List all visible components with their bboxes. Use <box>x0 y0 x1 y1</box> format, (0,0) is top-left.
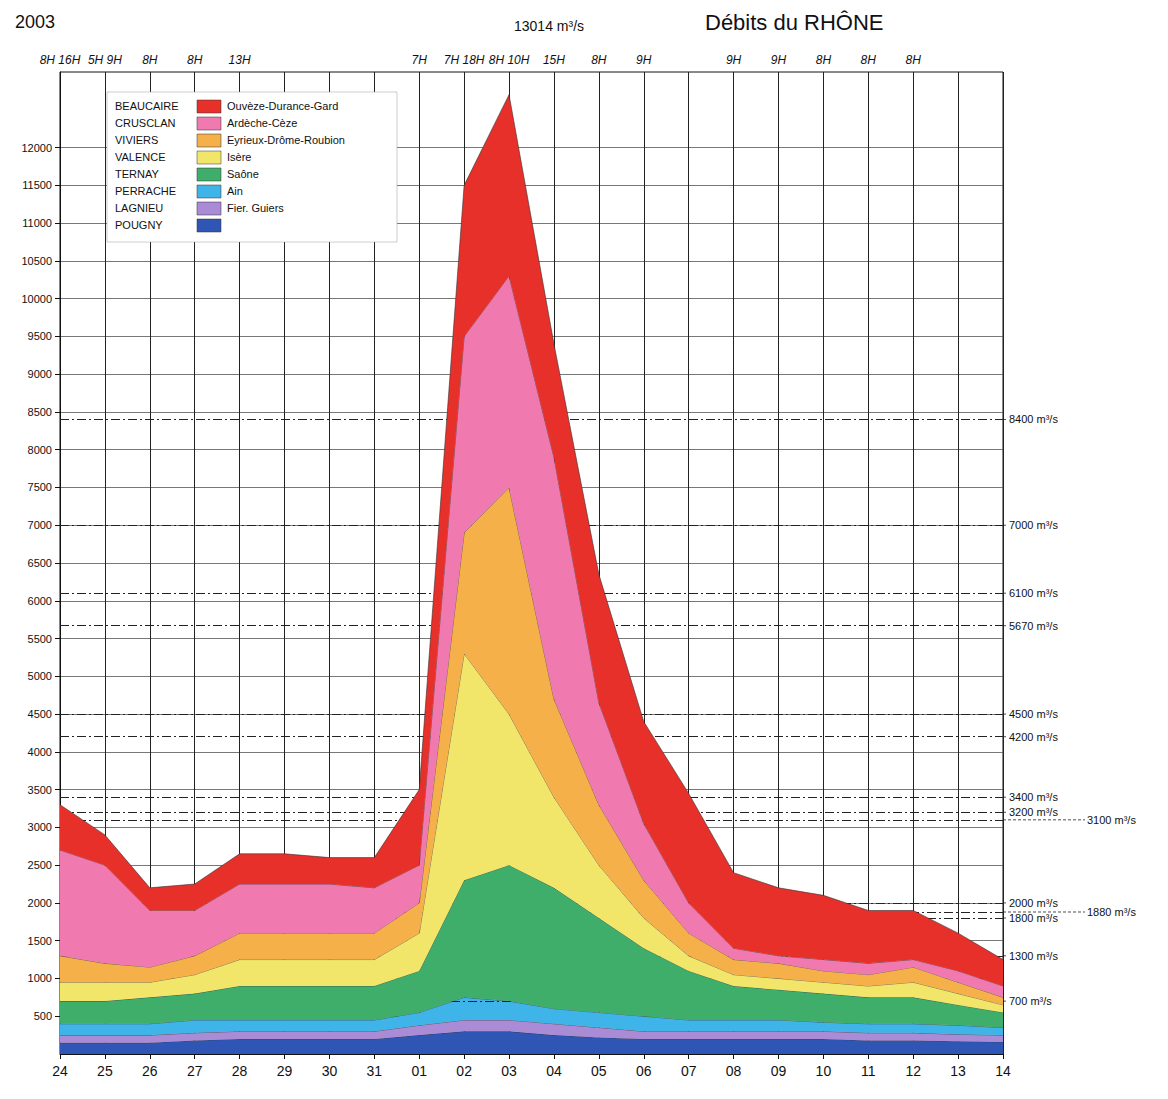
svg-text:24: 24 <box>52 1063 68 1079</box>
svg-text:2000 m³/s: 2000 m³/s <box>1009 897 1058 909</box>
svg-text:8H 16H: 8H 16H <box>40 53 81 67</box>
svg-text:29: 29 <box>277 1063 293 1079</box>
svg-text:9000: 9000 <box>28 368 52 380</box>
svg-text:15H: 15H <box>543 53 565 67</box>
svg-text:5670 m³/s: 5670 m³/s <box>1009 620 1058 632</box>
svg-text:3500: 3500 <box>28 784 52 796</box>
svg-text:11500: 11500 <box>22 179 52 191</box>
svg-text:8H: 8H <box>591 53 607 67</box>
svg-text:3100 m³/s: 3100 m³/s <box>1087 814 1136 826</box>
svg-text:Ouvèze-Durance-Gard: Ouvèze-Durance-Gard <box>227 100 338 112</box>
svg-text:5H 9H: 5H 9H <box>88 53 122 67</box>
svg-text:VALENCE: VALENCE <box>115 151 166 163</box>
svg-text:4000: 4000 <box>28 746 52 758</box>
svg-text:06: 06 <box>636 1063 652 1079</box>
svg-text:PERRACHE: PERRACHE <box>115 185 176 197</box>
svg-text:9500: 9500 <box>28 330 52 342</box>
svg-text:09: 09 <box>771 1063 787 1079</box>
svg-text:6000: 6000 <box>28 595 52 607</box>
svg-text:Ain: Ain <box>227 185 243 197</box>
svg-text:10000: 10000 <box>21 293 52 305</box>
svg-text:26: 26 <box>142 1063 158 1079</box>
svg-text:28: 28 <box>232 1063 248 1079</box>
svg-text:7H: 7H <box>412 53 428 67</box>
svg-text:8H: 8H <box>816 53 832 67</box>
svg-text:LAGNIEU: LAGNIEU <box>115 202 163 214</box>
svg-text:1880 m³/s: 1880 m³/s <box>1087 906 1136 918</box>
svg-text:2500: 2500 <box>28 859 52 871</box>
svg-text:POUGNY: POUGNY <box>115 219 163 231</box>
svg-text:1800 m³/s: 1800 m³/s <box>1009 912 1058 924</box>
svg-text:8000: 8000 <box>28 444 52 456</box>
svg-text:9H: 9H <box>771 53 787 67</box>
svg-text:Fier. Guiers: Fier. Guiers <box>227 202 284 214</box>
svg-text:8H: 8H <box>142 53 158 67</box>
svg-text:10500: 10500 <box>21 255 52 267</box>
svg-text:Eyrieux-Drôme-Roubion: Eyrieux-Drôme-Roubion <box>227 134 345 146</box>
svg-text:TERNAY: TERNAY <box>115 168 159 180</box>
svg-text:CRUSCLAN: CRUSCLAN <box>115 117 176 129</box>
svg-text:3400 m³/s: 3400 m³/s <box>1009 791 1058 803</box>
svg-text:03: 03 <box>501 1063 517 1079</box>
svg-text:10: 10 <box>816 1063 832 1079</box>
svg-text:7000: 7000 <box>28 519 52 531</box>
svg-text:2003: 2003 <box>15 12 55 32</box>
svg-text:6500: 6500 <box>28 557 52 569</box>
svg-text:2000: 2000 <box>28 897 52 909</box>
svg-text:7H 18H: 7H 18H <box>444 53 485 67</box>
svg-text:4500 m³/s: 4500 m³/s <box>1009 708 1058 720</box>
svg-text:04: 04 <box>546 1063 562 1079</box>
svg-text:02: 02 <box>456 1063 472 1079</box>
svg-text:1300 m³/s: 1300 m³/s <box>1009 950 1058 962</box>
svg-text:11000: 11000 <box>22 217 52 229</box>
svg-text:4500: 4500 <box>28 708 52 720</box>
svg-text:12: 12 <box>905 1063 921 1079</box>
svg-text:14: 14 <box>995 1063 1011 1079</box>
svg-text:3000: 3000 <box>28 821 52 833</box>
svg-text:BEAUCAIRE: BEAUCAIRE <box>115 100 179 112</box>
svg-text:8500: 8500 <box>28 406 52 418</box>
svg-text:13014 m³/s: 13014 m³/s <box>514 18 584 34</box>
svg-text:VIVIERS: VIVIERS <box>115 134 158 146</box>
svg-text:9H: 9H <box>636 53 652 67</box>
svg-text:Saône: Saône <box>227 168 259 180</box>
svg-text:8H: 8H <box>906 53 922 67</box>
svg-text:8H 10H: 8H 10H <box>489 53 530 67</box>
svg-text:27: 27 <box>187 1063 203 1079</box>
svg-text:13H: 13H <box>229 53 251 67</box>
svg-text:11: 11 <box>861 1063 876 1079</box>
svg-text:Ardèche-Cèze: Ardèche-Cèze <box>227 117 297 129</box>
svg-text:8H: 8H <box>861 53 877 67</box>
svg-text:07: 07 <box>681 1063 697 1079</box>
svg-text:1500: 1500 <box>28 935 52 947</box>
svg-text:700 m³/s: 700 m³/s <box>1009 995 1052 1007</box>
svg-text:500: 500 <box>34 1010 52 1022</box>
svg-text:31: 31 <box>367 1063 383 1079</box>
svg-text:6100 m³/s: 6100 m³/s <box>1009 587 1058 599</box>
svg-text:Isère: Isère <box>227 151 251 163</box>
svg-text:Débits du RHÔNE: Débits du RHÔNE <box>705 10 884 35</box>
svg-text:13: 13 <box>950 1063 966 1079</box>
svg-text:8400 m³/s: 8400 m³/s <box>1009 413 1058 425</box>
svg-text:05: 05 <box>591 1063 607 1079</box>
svg-text:30: 30 <box>322 1063 338 1079</box>
svg-text:08: 08 <box>726 1063 742 1079</box>
svg-text:8H: 8H <box>187 53 203 67</box>
svg-text:12000: 12000 <box>21 142 52 154</box>
svg-text:7500: 7500 <box>28 481 52 493</box>
svg-text:3200 m³/s: 3200 m³/s <box>1009 806 1058 818</box>
svg-text:4200 m³/s: 4200 m³/s <box>1009 731 1058 743</box>
svg-text:25: 25 <box>97 1063 113 1079</box>
svg-text:01: 01 <box>411 1063 427 1079</box>
svg-text:7000 m³/s: 7000 m³/s <box>1009 519 1058 531</box>
svg-text:9H: 9H <box>726 53 742 67</box>
svg-text:5000: 5000 <box>28 670 52 682</box>
svg-text:1000: 1000 <box>28 972 52 984</box>
svg-text:5500: 5500 <box>28 633 52 645</box>
